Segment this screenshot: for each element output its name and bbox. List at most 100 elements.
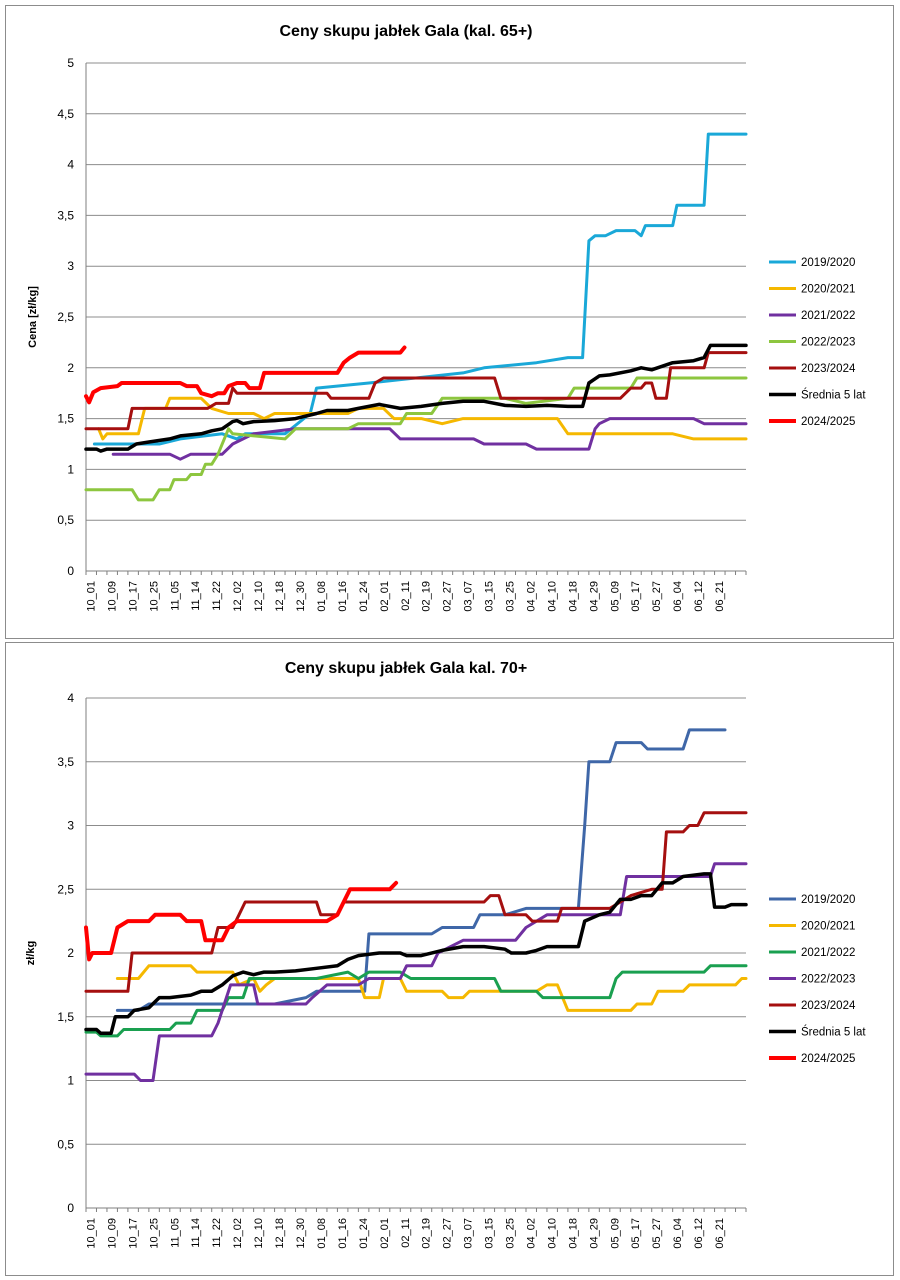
x-tick-label: 10_25 xyxy=(148,581,160,612)
legend-label-2021-2022: 2021/2022 xyxy=(801,310,855,322)
x-tick-label: 11_22 xyxy=(211,581,223,611)
x-tick-label: 10_09 xyxy=(106,1218,118,1249)
x-tick-label: 10_17 xyxy=(127,1218,139,1249)
x-tick-label: 12_18 xyxy=(274,1218,286,1249)
chart-panel-65: Ceny skupu jabłek Gala (kal. 65+) 0 0,5 1 1,… xyxy=(5,5,894,639)
y-axis-label: Cena [zł/kg] xyxy=(27,286,39,348)
x-tick-label: 06_04 xyxy=(672,581,684,612)
y-tick-label: 0,5 xyxy=(57,513,74,527)
series-line-2020-2021 xyxy=(115,964,748,1012)
y-tick-label: 3,5 xyxy=(57,208,74,222)
y-tick-label: 2,5 xyxy=(57,882,74,896)
series-line-2022-2023 xyxy=(84,862,748,1082)
x-tick-label: 10_17 xyxy=(127,581,139,612)
x-tick-label: 12_02 xyxy=(232,581,244,612)
chart-title: Ceny skupu jabłek Gala (kal. 65+) xyxy=(280,23,533,40)
y-tick-label: 2 xyxy=(67,361,74,375)
chart-65plus: Ceny skupu jabłek Gala (kal. 65+) 0 0,5 1 1,… xyxy=(27,23,866,612)
x-tick-label: 02_11 xyxy=(400,1218,412,1248)
legend-label-2023-2024: 2023/2024 xyxy=(801,1000,856,1012)
y-tick-label: 3 xyxy=(67,259,74,273)
x-tick-label: 02_27 xyxy=(442,1218,454,1249)
y-tick-label: 1,5 xyxy=(57,1010,74,1024)
series-line-2023-2024 xyxy=(84,811,748,993)
x-tick-label: 11_22 xyxy=(211,1218,223,1248)
series-line-rednia-5-lat xyxy=(84,343,748,453)
y-tick-label: 0 xyxy=(67,564,74,578)
series-line-2022-2023 xyxy=(84,376,748,502)
x-tick-label: 04_10 xyxy=(546,581,558,612)
x-tick-label: 10_25 xyxy=(148,1218,160,1249)
x-tick-label: 06_04 xyxy=(672,1218,684,1249)
x-tick-label: 03_07 xyxy=(463,581,475,612)
legend-label-2019-2020: 2019/2020 xyxy=(801,894,855,906)
y-tick-label: 0,5 xyxy=(57,1137,74,1151)
x-tick-label: 01_16 xyxy=(337,1218,349,1249)
x-tick-label: 01_24 xyxy=(358,1218,370,1249)
x-tick-label: 03_25 xyxy=(505,581,517,612)
legend-label-2024-2025: 2024/2025 xyxy=(801,1053,855,1065)
x-tick-label: 05_09 xyxy=(609,1218,621,1249)
x-tick-label: 05_09 xyxy=(609,581,621,612)
chart-70plus: Ceny skupu jabłek Gala kal. 70+ 0 0,5 1 1,5 2… xyxy=(25,660,866,1249)
y-tick-label: 5 xyxy=(67,56,74,70)
y-tick-label: 4,5 xyxy=(57,107,74,121)
legend-label-2023-2024: 2023/2024 xyxy=(801,363,856,375)
x-tick-label: 12_02 xyxy=(232,1218,244,1249)
legend-label-2020-2021: 2020/2021 xyxy=(801,284,855,296)
x-tick-label: 06_12 xyxy=(693,1218,705,1249)
x-tick-label: 12_30 xyxy=(295,1218,307,1249)
y-tick-label: 4 xyxy=(67,691,74,705)
x-tick-label: 10_09 xyxy=(106,581,118,612)
y-tick-label: 4 xyxy=(67,158,74,172)
legend-label-2022-2023: 2022/2023 xyxy=(801,974,855,986)
x-tick-label: 05_27 xyxy=(651,581,663,612)
x-tick-label: 10_01 xyxy=(85,581,97,612)
x-tick-label: 12_10 xyxy=(253,581,265,612)
x-tick-label: 02_19 xyxy=(421,1218,433,1249)
chart-title: Ceny skupu jabłek Gala kal. 70+ xyxy=(285,660,527,677)
chart-panel-70: Ceny skupu jabłek Gala kal. 70+ 0 0,5 1 1,5 2… xyxy=(5,642,894,1276)
x-tick-label: 06_21 xyxy=(714,1218,726,1249)
series-line-2019-2020 xyxy=(92,132,748,446)
x-tick-label: 06_21 xyxy=(714,581,726,612)
x-tick-label: 04_29 xyxy=(588,1218,600,1249)
y-tick-label: 0 xyxy=(67,1201,74,1215)
legend-label-2021-2022: 2021/2022 xyxy=(801,947,855,959)
series-line-2019-2020 xyxy=(115,728,727,1012)
x-tick-label: 01_16 xyxy=(337,581,349,612)
x-tick-label: 10_01 xyxy=(85,1218,97,1249)
x-tick-label: 04_02 xyxy=(525,1218,537,1249)
legend-label-2022-2023: 2022/2023 xyxy=(801,337,855,349)
y-tick-label: 3,5 xyxy=(57,755,74,769)
series-line-2024-2025 xyxy=(84,345,407,405)
x-tick-label: 12_18 xyxy=(274,581,286,612)
x-tick-label: 03_07 xyxy=(463,1218,475,1249)
x-tick-label: 12_10 xyxy=(253,1218,265,1249)
x-tick-label: 03_15 xyxy=(484,1218,496,1249)
x-tick-label: 01_08 xyxy=(316,581,328,612)
series-line-rednia-5-lat xyxy=(84,872,748,1036)
x-tick-label: 12_30 xyxy=(295,581,307,612)
x-tick-label: 01_08 xyxy=(316,1218,328,1249)
x-tick-label: 05_27 xyxy=(651,1218,663,1249)
x-tick-label: 04_29 xyxy=(588,581,600,612)
x-tick-label: 04_02 xyxy=(525,581,537,612)
x-tick-label: 02_01 xyxy=(379,1218,391,1249)
x-tick-label: 02_19 xyxy=(421,581,433,612)
x-tick-label: 05_17 xyxy=(630,1218,642,1249)
x-tick-label: 05_17 xyxy=(630,581,642,612)
series-line-2021-2022 xyxy=(111,417,748,461)
y-tick-label: 2 xyxy=(67,946,74,960)
x-tick-label: 11_14 xyxy=(190,581,202,611)
x-tick-label: 02_11 xyxy=(400,581,412,611)
series-line-2021-2022 xyxy=(84,964,748,1038)
x-tick-label: 04_18 xyxy=(567,1218,579,1249)
x-tick-label: 06_12 xyxy=(693,581,705,612)
series-line-2024-2025 xyxy=(84,880,399,962)
x-tick-label: 03_15 xyxy=(484,581,496,612)
y-tick-label: 3 xyxy=(67,819,74,833)
x-tick-label: 11_05 xyxy=(169,581,181,611)
x-tick-label: 02_27 xyxy=(442,581,454,612)
x-tick-label: 01_24 xyxy=(358,581,370,612)
